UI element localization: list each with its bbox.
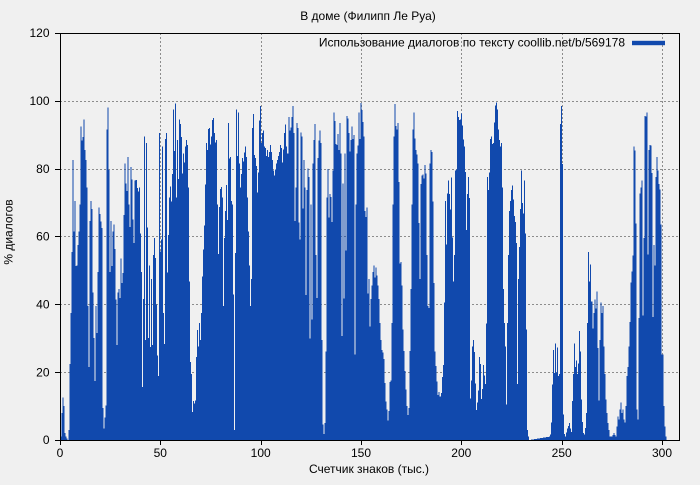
svg-text:В доме (Филипп Ле Руа): В доме (Филипп Ле Руа) bbox=[300, 9, 436, 23]
svg-text:0: 0 bbox=[57, 446, 64, 460]
svg-text:150: 150 bbox=[351, 446, 371, 460]
svg-text:200: 200 bbox=[451, 446, 471, 460]
svg-text:Использование диалогов по текс: Использование диалогов по тексту coollib… bbox=[319, 36, 625, 50]
svg-text:40: 40 bbox=[36, 298, 50, 312]
svg-text:300: 300 bbox=[652, 446, 672, 460]
svg-text:250: 250 bbox=[552, 446, 572, 460]
svg-text:% диалогов: % диалогов bbox=[2, 199, 16, 264]
svg-text:80: 80 bbox=[36, 162, 50, 176]
svg-text:Счетчик знаков (тыс.): Счетчик знаков (тыс.) bbox=[309, 462, 429, 476]
svg-text:120: 120 bbox=[29, 26, 49, 40]
svg-text:20: 20 bbox=[36, 365, 50, 379]
svg-text:100: 100 bbox=[29, 94, 49, 108]
svg-text:100: 100 bbox=[251, 446, 271, 460]
svg-text:60: 60 bbox=[36, 230, 50, 244]
svg-text:50: 50 bbox=[154, 446, 168, 460]
svg-text:0: 0 bbox=[43, 433, 50, 447]
